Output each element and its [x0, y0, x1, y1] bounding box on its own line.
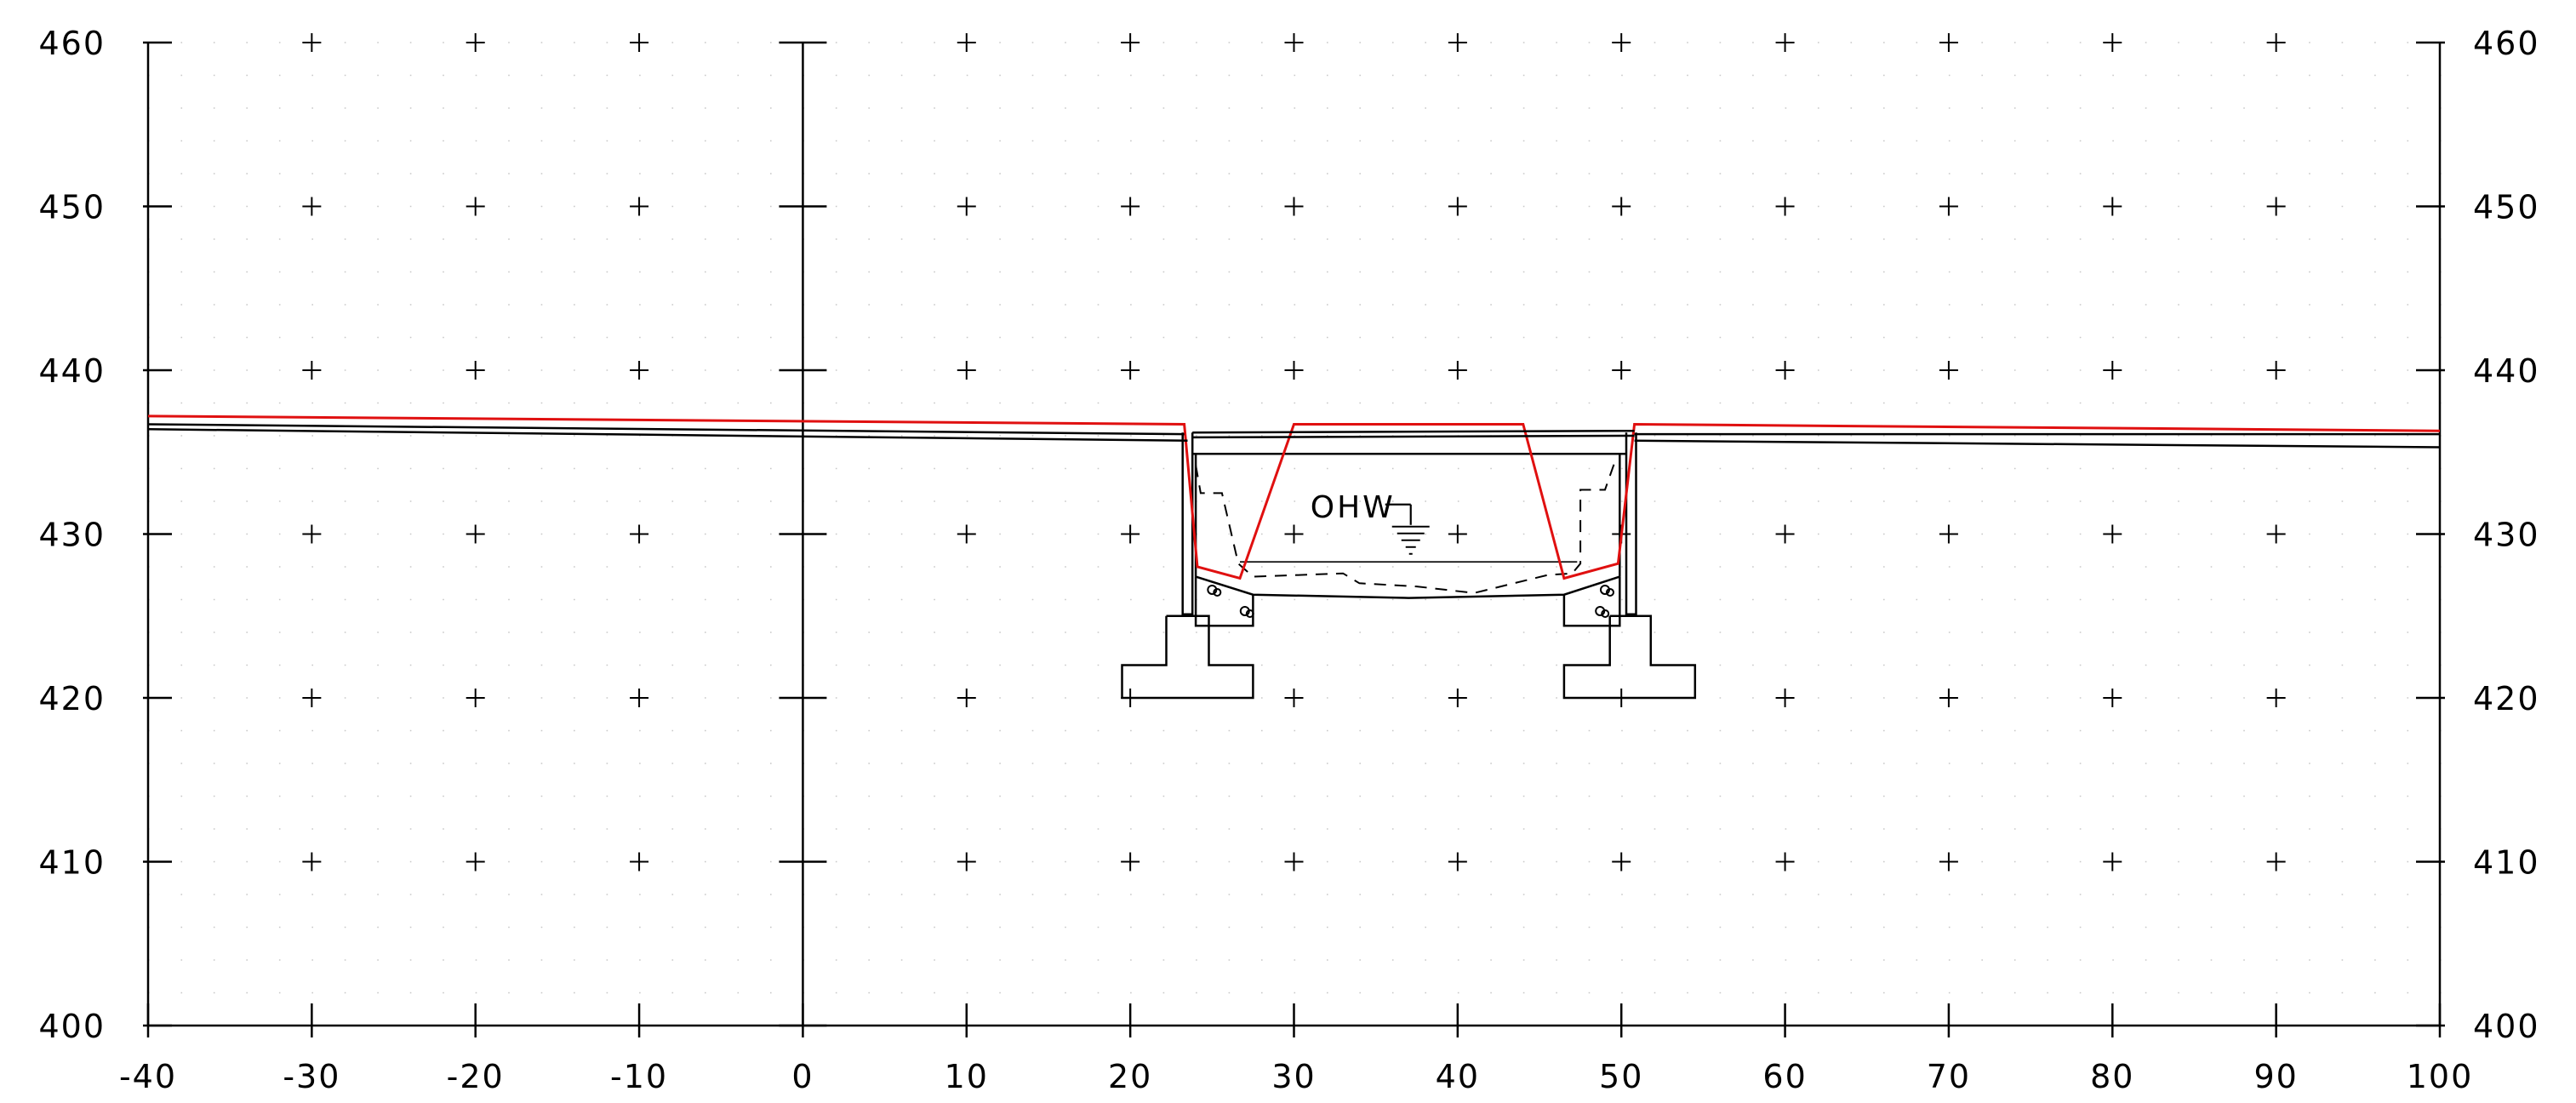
right-footing — [1562, 614, 1697, 700]
axes — [143, 41, 2445, 1037]
y-tick-labels-right: 460 450 440 430 420 410 400 — [2473, 25, 2540, 1045]
y-tick-label-left: 460 — [38, 25, 106, 62]
y-tick-label-left: 450 — [38, 189, 106, 226]
y-tick-label-left: 440 — [38, 352, 106, 390]
existing-ground-line-3 — [1192, 429, 1635, 434]
right-wall — [1625, 432, 1637, 616]
ohw-text: OHW — [1311, 490, 1396, 525]
y-tick-label-right: 400 — [2473, 1008, 2540, 1045]
x-tick-label: 80 — [2090, 1058, 2134, 1095]
x-tick-label: 0 — [791, 1058, 814, 1095]
left-footing — [1121, 614, 1254, 700]
right-toe-block — [1562, 576, 1621, 627]
x-tick-label: -30 — [283, 1058, 340, 1095]
y-tick-label-left: 420 — [38, 680, 106, 717]
x-tick-label: 60 — [1762, 1058, 1807, 1095]
x-tick-label: -10 — [610, 1058, 668, 1095]
riprap-stone — [1245, 609, 1254, 618]
y-tick-label-left: 400 — [38, 1008, 106, 1045]
ohw-annotation: OHW — [1311, 490, 1430, 555]
y-tick-label-left: 430 — [38, 517, 106, 554]
y-tick-label-right: 410 — [2473, 844, 2540, 882]
left-toe-block — [1194, 576, 1254, 627]
y-tick-label-right: 460 — [2473, 25, 2540, 62]
x-tick-labels: -40 -30 -20 -10 0 10 20 30 40 50 60 70 80 90 100 — [119, 1058, 2474, 1095]
x-tick-label: 10 — [945, 1058, 989, 1095]
profile-lines — [147, 414, 2441, 580]
y-tick-label-right: 430 — [2473, 517, 2540, 554]
existing-ground-line-4 — [1192, 434, 1635, 439]
y-tick-label-right: 440 — [2473, 352, 2540, 390]
x-tick-label: -40 — [119, 1058, 177, 1095]
existing-ground-line-6 — [1634, 439, 2441, 449]
riprap-stone — [1213, 587, 1222, 597]
existing-channel-contour — [1195, 461, 1616, 594]
y-tick-label-right: 420 — [2473, 680, 2540, 717]
existing-ground-line-2 — [147, 423, 1185, 436]
existing-ground-line-1 — [147, 428, 1188, 443]
x-tick-label: 30 — [1271, 1058, 1316, 1095]
proposed-profile-line — [147, 414, 2441, 580]
y-tick-label-right: 450 — [2473, 189, 2540, 226]
grid-cross-markers — [302, 33, 2286, 872]
x-tick-label: 20 — [1108, 1058, 1152, 1095]
x-tick-label: 100 — [2407, 1058, 2474, 1095]
y-tick-label-left: 410 — [38, 844, 106, 882]
channel-bottom — [1195, 575, 1620, 599]
x-tick-label: 50 — [1599, 1058, 1643, 1095]
y-tick-labels-left: 460 450 440 430 420 410 400 — [38, 25, 106, 1045]
x-tick-label: 70 — [1927, 1058, 1971, 1095]
riprap-stone — [1601, 609, 1610, 618]
x-tick-label: -20 — [447, 1058, 505, 1095]
riprap-stone — [1605, 587, 1614, 597]
x-tick-label: 90 — [2253, 1058, 2298, 1095]
x-tick-label: 40 — [1436, 1058, 1480, 1095]
